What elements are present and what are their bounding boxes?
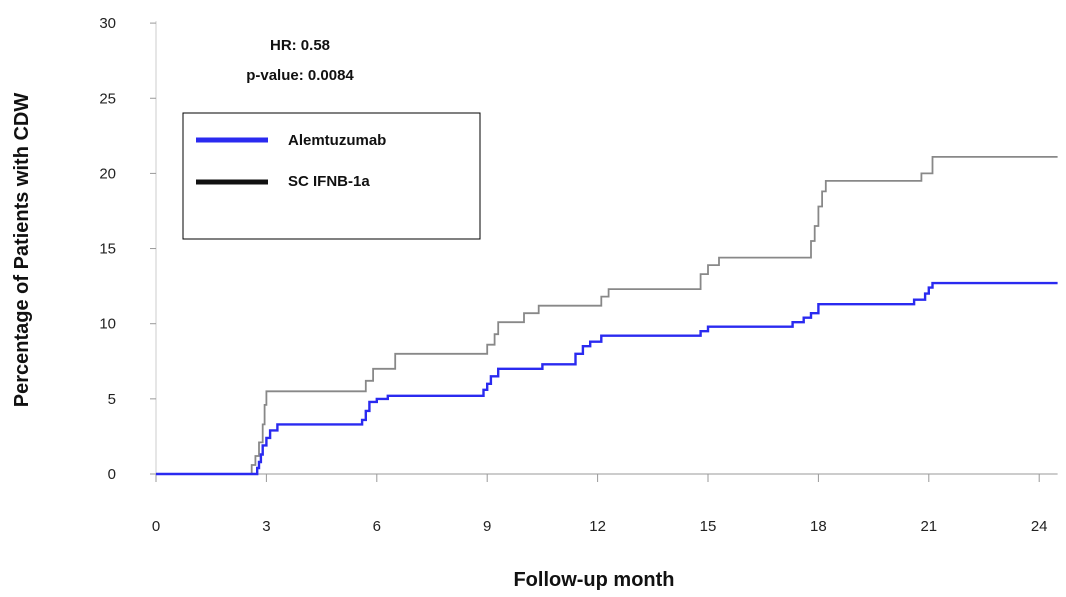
annotation-hr: HR: 0.58 <box>270 37 330 54</box>
y-tick-label: 15 <box>99 241 116 258</box>
x-tick-label: 3 <box>262 518 270 535</box>
y-axis-title: Percentage of Patients with CDW <box>11 93 33 408</box>
annotation-p-value: p-value: 0.0084 <box>246 67 354 84</box>
x-tick-label: 18 <box>810 518 827 535</box>
axes: 0 5 10 15 20 25 30 0 3 6 9 12 15 18 21 24 <box>99 15 1058 535</box>
series-layer <box>156 156 1058 476</box>
x-axis-title: Follow-up month <box>513 569 674 591</box>
x-tick-label: 21 <box>920 518 937 535</box>
series-line-sc-ifnb-1a <box>156 156 1058 475</box>
x-tick-label: 12 <box>589 518 606 535</box>
x-tick-label: 0 <box>152 518 160 535</box>
y-tick-label: 0 <box>108 466 116 483</box>
y-tick-label: 10 <box>99 316 116 333</box>
y-tick-label: 5 <box>108 391 116 408</box>
legend-label-sc-ifnb-1a: SC IFNB-1a <box>288 173 370 190</box>
y-tick-label: 20 <box>99 165 116 182</box>
y-tick-label: 25 <box>99 90 116 107</box>
series-line-alemtuzumab <box>156 281 1058 476</box>
x-tick-label: 15 <box>700 518 717 535</box>
y-tick-label: 30 <box>99 15 116 32</box>
annotation: HR: 0.58 p-value: 0.0084 <box>246 37 354 84</box>
legend-box <box>182 112 481 240</box>
x-tick-label: 6 <box>373 518 381 535</box>
legend-label-alemtuzumab: Alemtuzumab <box>288 132 386 149</box>
x-tick-label: 24 <box>1031 518 1048 535</box>
x-tick-label: 9 <box>483 518 491 535</box>
legend: Alemtuzumab SC IFNB-1a <box>182 112 481 240</box>
